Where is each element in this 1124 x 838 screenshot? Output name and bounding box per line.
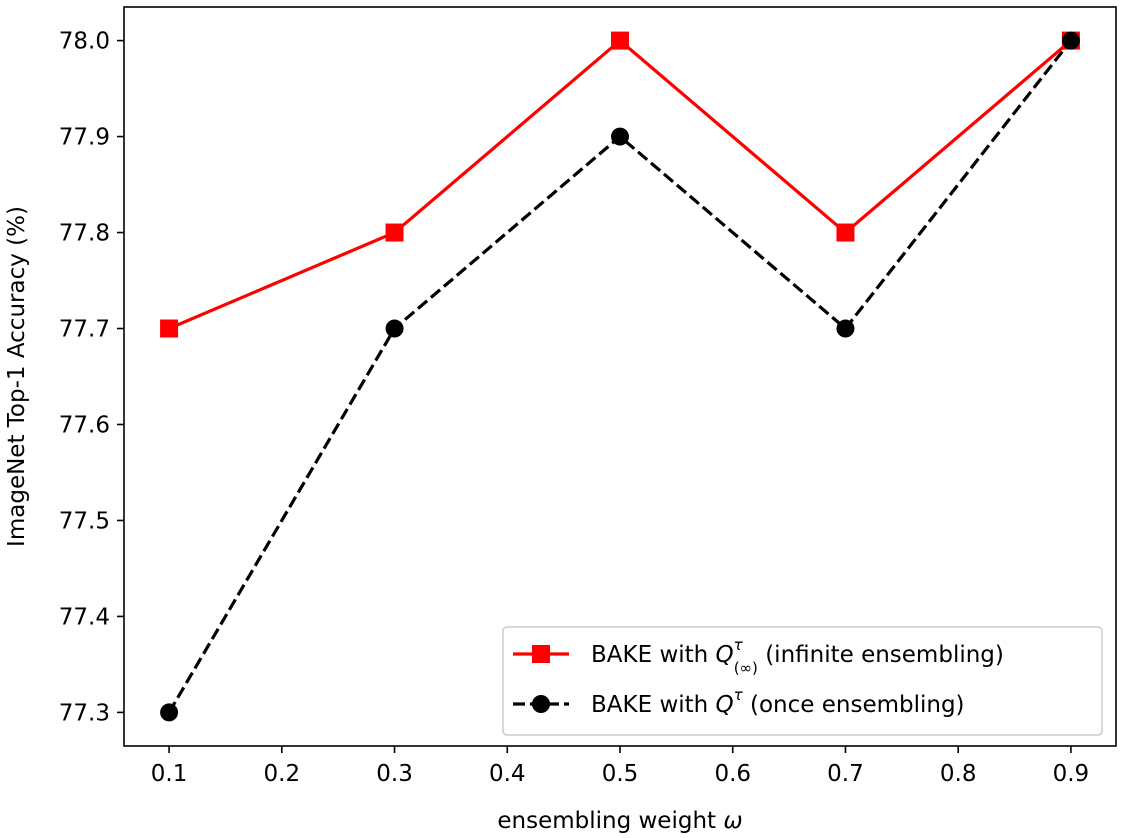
legend-marker-2	[532, 695, 550, 713]
y-tick-label: 77.3	[59, 700, 110, 726]
series-2	[160, 31, 1080, 722]
x-axis-label-text: ensembling weight	[497, 808, 723, 834]
x-tick-label: 0.2	[264, 761, 301, 787]
data-point	[160, 319, 179, 338]
data-point	[160, 703, 179, 722]
series-layer	[160, 31, 1080, 722]
y-tick-label: 77.4	[59, 604, 110, 630]
x-tick-label: 0.6	[714, 761, 751, 787]
x-axis-label: ensembling weight ω	[497, 808, 742, 834]
y-tick-label: 77.7	[59, 317, 110, 343]
legend-box	[502, 626, 1103, 736]
y-tick-label: 77.9	[59, 125, 110, 151]
x-tick-label: 0.4	[489, 761, 526, 787]
data-point	[611, 31, 629, 50]
x-tick-label: 0.3	[376, 761, 413, 787]
x-tick-label: 0.7	[827, 761, 864, 787]
y-tick-label: 78.0	[59, 29, 110, 55]
data-point	[836, 319, 855, 338]
data-point	[1061, 31, 1080, 50]
axes-layer: 0.1 0.2 0.3 0.4 0.5 0.6 0.7 0.8 0.9 77.3 77.4 77.5 7…	[4, 6, 1117, 834]
y-tick-label: 77.8	[59, 221, 110, 247]
legend-label-2: BAKE with Qτ (once ensembling)	[591, 686, 965, 718]
y-tick-label: 77.5	[59, 508, 110, 534]
y-axis-label: ImageNet Top-1 Accuracy (%)	[4, 206, 30, 547]
data-point	[385, 223, 404, 242]
y-tick-label: 77.6	[59, 412, 110, 438]
x-axis-label-symbol: ω	[723, 808, 742, 834]
data-point	[385, 319, 404, 338]
x-tick-label: 0.5	[602, 761, 639, 787]
legend-marker-1	[532, 645, 550, 663]
legend-label-1: BAKE with Qτ (∞) (infinite ensembling)	[591, 636, 1004, 677]
x-tick-label: 0.1	[151, 761, 188, 787]
legend: BAKE with Qτ (∞) (infinite ensembling) BAK…	[502, 626, 1103, 736]
x-tick-label: 0.9	[1053, 761, 1090, 787]
data-point	[836, 223, 855, 242]
x-tick-label: 0.8	[940, 761, 977, 787]
data-point	[611, 127, 629, 146]
